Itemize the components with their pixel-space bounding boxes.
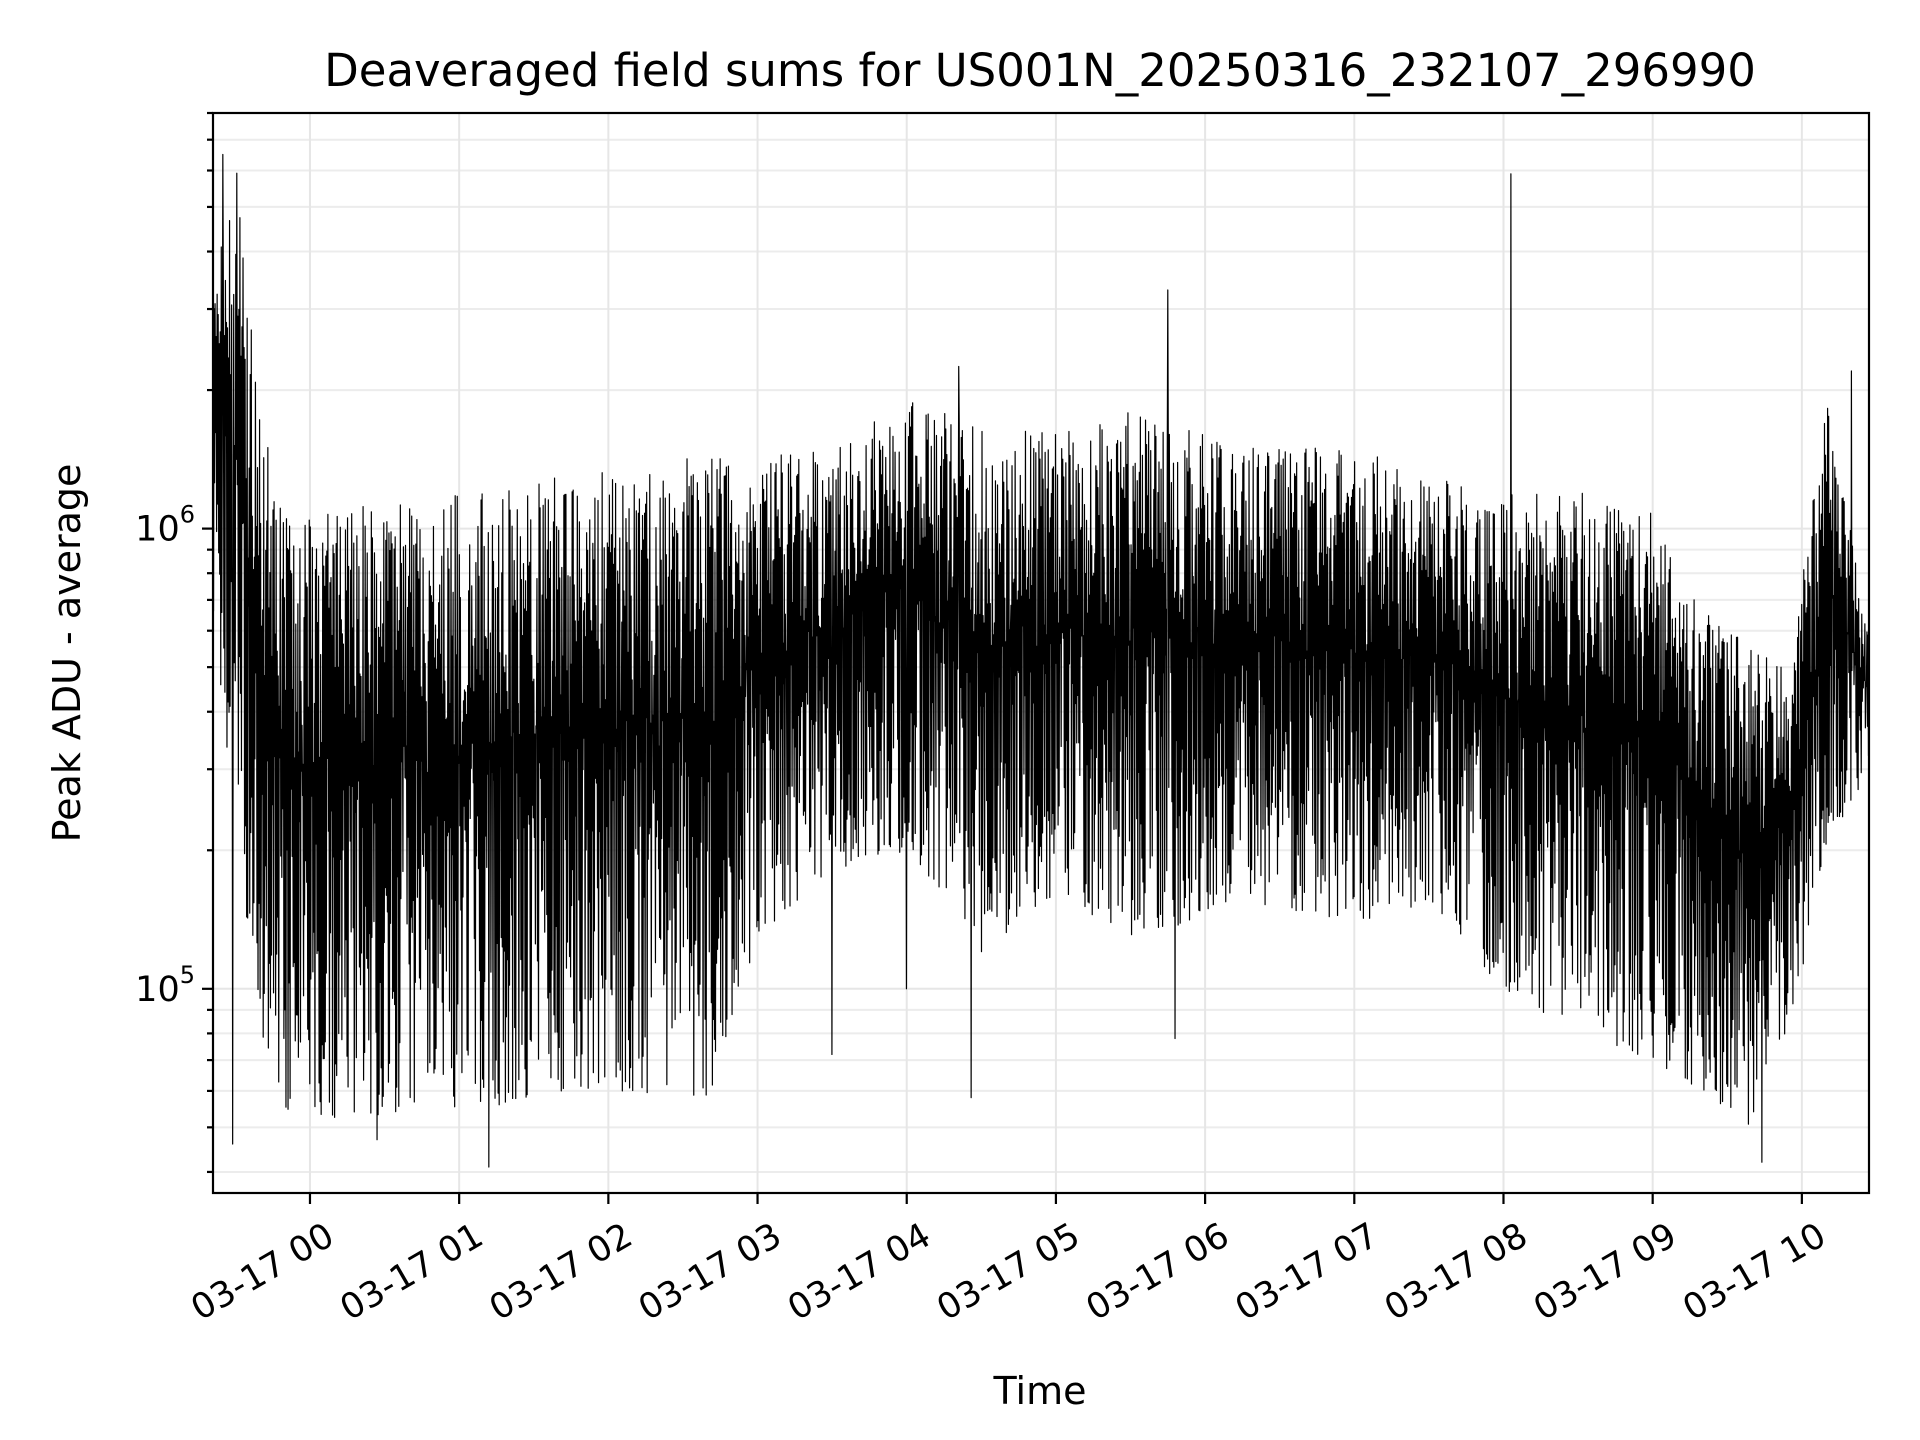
x-axis-label: Time	[993, 1369, 1087, 1413]
chart-title: Deaveraged field sums for US001N_2025031…	[324, 44, 1756, 97]
y-tick-label: 106	[135, 501, 195, 550]
y-axis-label: Peak ADU - average	[45, 464, 89, 843]
series-line	[212, 153, 1870, 1168]
plot-frame	[211, 111, 1871, 1195]
y-tick-label: 105	[135, 961, 195, 1010]
